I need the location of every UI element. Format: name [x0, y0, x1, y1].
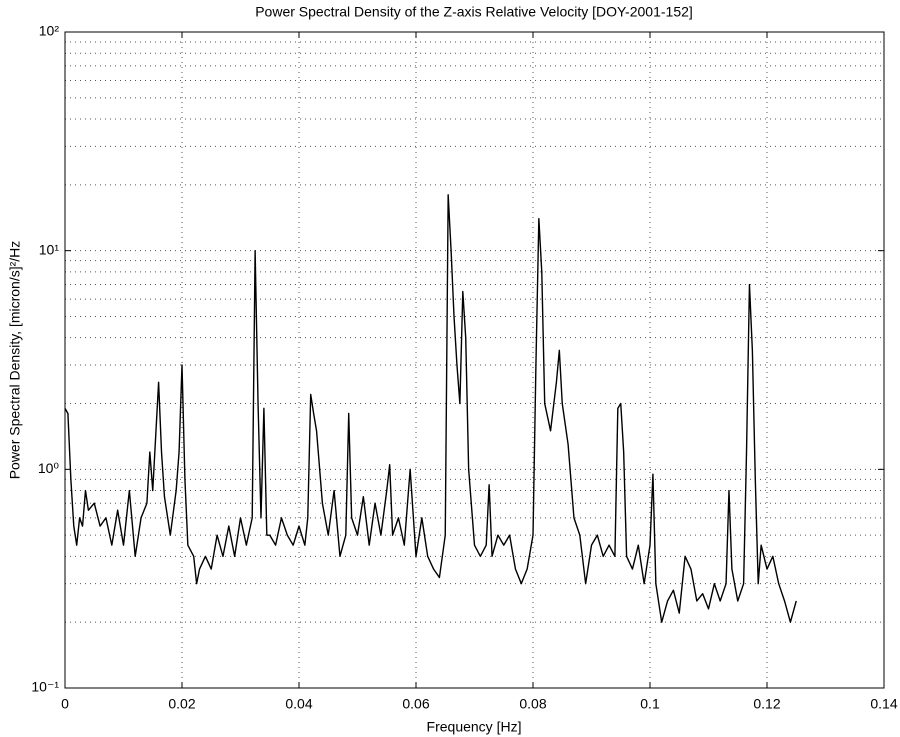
y-tick-label: 10⁰	[38, 460, 60, 476]
x-axis-label: Frequency [Hz]	[427, 719, 522, 735]
x-tick-label: 0.02	[168, 696, 195, 712]
x-tick-label: 0.14	[870, 696, 897, 712]
x-tick-label: 0	[61, 696, 69, 712]
y-tick-label: 10¹	[39, 241, 60, 257]
y-axis-label: Power Spectral Density, [micron/s]²/Hz	[7, 241, 23, 480]
x-tick-label: 0.06	[402, 696, 429, 712]
y-tick-label: 10²	[39, 23, 60, 39]
x-tick-label: 0.1	[640, 696, 660, 712]
chart-title: Power Spectral Density of the Z-axis Rel…	[255, 4, 693, 20]
x-tick-label: 0.08	[519, 696, 546, 712]
x-tick-label: 0.12	[753, 696, 780, 712]
y-tick-label: 10⁻¹	[31, 679, 59, 695]
x-tick-label: 0.04	[285, 696, 312, 712]
plot-frame	[64, 31, 885, 689]
psd-line	[64, 194, 797, 623]
